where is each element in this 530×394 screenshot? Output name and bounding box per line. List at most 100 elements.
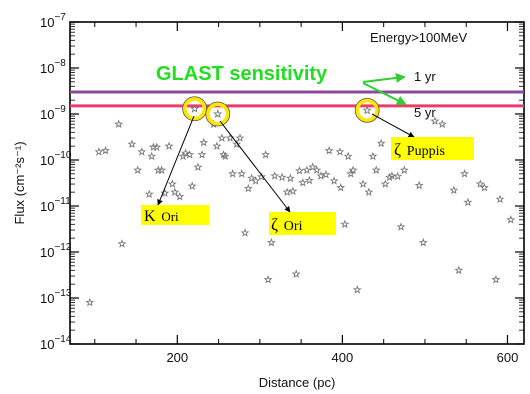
- data-point-66: [348, 165, 358, 175]
- data-point-23: [193, 162, 203, 171]
- label-kappa-ori-name: Ori: [161, 209, 179, 224]
- data-point-61: [335, 147, 345, 156]
- x-axis-label: Distance (pc): [259, 375, 336, 390]
- data-point-65: [346, 169, 356, 178]
- data-point-54: [304, 175, 314, 185]
- highlight-ring-2: [355, 98, 380, 123]
- data-point-9: [147, 151, 157, 161]
- data-point-64: [343, 151, 353, 161]
- data-point-89: [463, 197, 473, 207]
- y-tick-label: 10−9: [40, 104, 66, 122]
- label-zeta-ori-symbol: ζ: [271, 215, 278, 234]
- y-tick-label: 10−14: [40, 334, 72, 352]
- y-axis-label: Flux (cm⁻²s⁻¹): [12, 141, 27, 224]
- label-zeta-ori: ζ Ori: [269, 212, 336, 235]
- data-point-71: [371, 165, 381, 175]
- data-point-52: [298, 178, 308, 187]
- data-point-27: [212, 141, 222, 150]
- highlight-ring-1: [205, 102, 230, 126]
- data-point-17: [170, 187, 180, 196]
- highlight-point-1: [213, 109, 223, 118]
- data-point-53: [302, 165, 312, 175]
- sensitivity-label: GLAST sensitivity: [156, 63, 328, 85]
- y-tick-label: 10−7: [40, 12, 66, 30]
- data-point-93: [495, 194, 505, 204]
- data-point-55: [308, 162, 318, 171]
- data-point-58: [321, 169, 331, 179]
- data-point-87: [454, 265, 464, 275]
- data-point-59: [324, 145, 334, 155]
- data-point-22: [187, 181, 197, 190]
- svg-text:K Ori: K Ori: [144, 208, 179, 225]
- data-point-80: [414, 180, 424, 190]
- highlighted-sources: [182, 96, 380, 127]
- data-point-75: [387, 171, 397, 180]
- data-point-62: [336, 183, 346, 192]
- data-point-20: [181, 148, 191, 158]
- data-point-88: [460, 169, 470, 178]
- data-point-60: [329, 176, 339, 185]
- y-tick-label: 10−12: [40, 242, 72, 260]
- data-point-11: [152, 142, 162, 151]
- energy-label: Energy>100MeV: [370, 30, 468, 45]
- data-point-40: [257, 172, 266, 181]
- data-point-19: [178, 151, 188, 161]
- data-point-91: [479, 183, 489, 192]
- data-points: [85, 116, 516, 307]
- sensitivity-arrow-5yr: [362, 82, 407, 105]
- y-tick-label: 10−8: [40, 58, 66, 76]
- pointer-kappa-ori: [157, 115, 195, 206]
- line-label-1yr: 1 yr: [414, 69, 436, 84]
- label-zeta-puppis: ζ Puppis: [391, 137, 474, 160]
- data-point-21: [185, 150, 195, 159]
- data-point-94: [506, 215, 516, 224]
- data-point-35: [237, 169, 247, 178]
- y-tick-label: 10−13: [40, 288, 72, 306]
- data-point-84: [437, 119, 447, 129]
- data-point-13: [157, 165, 167, 175]
- data-point-51: [294, 166, 304, 175]
- data-point-76: [393, 171, 403, 181]
- data-point-47: [282, 187, 292, 196]
- data-point-1: [94, 147, 104, 156]
- svg-text:ζ Ori: ζ Ori: [271, 215, 303, 234]
- data-point-16: [167, 179, 177, 188]
- highlight-ring-0: [182, 96, 207, 121]
- data-point-18: [175, 191, 185, 201]
- data-point-34: [235, 133, 245, 142]
- data-point-30: [220, 151, 230, 161]
- data-point-0: [85, 297, 95, 307]
- data-point-46: [277, 172, 287, 182]
- data-point-67: [352, 285, 362, 294]
- x-tick-label: 600: [497, 350, 519, 365]
- data-point-86: [449, 185, 459, 195]
- label-kappa-ori: K Ori: [141, 205, 209, 225]
- data-point-37: [243, 183, 253, 193]
- data-point-8: [144, 189, 154, 199]
- data-point-25: [199, 137, 209, 147]
- data-point-15: [164, 141, 174, 150]
- highlight-point-0: [189, 103, 200, 113]
- pointer-zeta-ori: [219, 120, 291, 213]
- data-point-90: [475, 179, 485, 188]
- label-zeta-ori-name: Ori: [284, 219, 303, 234]
- y-tick-label: 10−11: [40, 196, 71, 214]
- data-point-69: [364, 187, 374, 196]
- x-tick-label: 400: [332, 350, 354, 365]
- data-point-57: [316, 171, 326, 180]
- data-point-83: [430, 116, 440, 125]
- data-point-56: [312, 165, 322, 175]
- data-point-33: [232, 139, 242, 149]
- highlight-point-2: [362, 105, 372, 115]
- data-point-77: [396, 222, 406, 231]
- data-point-6: [133, 165, 143, 175]
- data-point-7: [137, 147, 147, 156]
- sensitivity-arrow-1yr: [362, 73, 406, 83]
- data-point-92: [491, 275, 501, 284]
- data-point-50: [291, 269, 301, 278]
- highlight-ring-outline-2: [354, 97, 380, 123]
- data-point-14: [160, 188, 170, 197]
- data-point-43: [266, 237, 276, 247]
- data-point-5: [127, 139, 137, 149]
- pointer-zeta-puppis: [371, 113, 415, 138]
